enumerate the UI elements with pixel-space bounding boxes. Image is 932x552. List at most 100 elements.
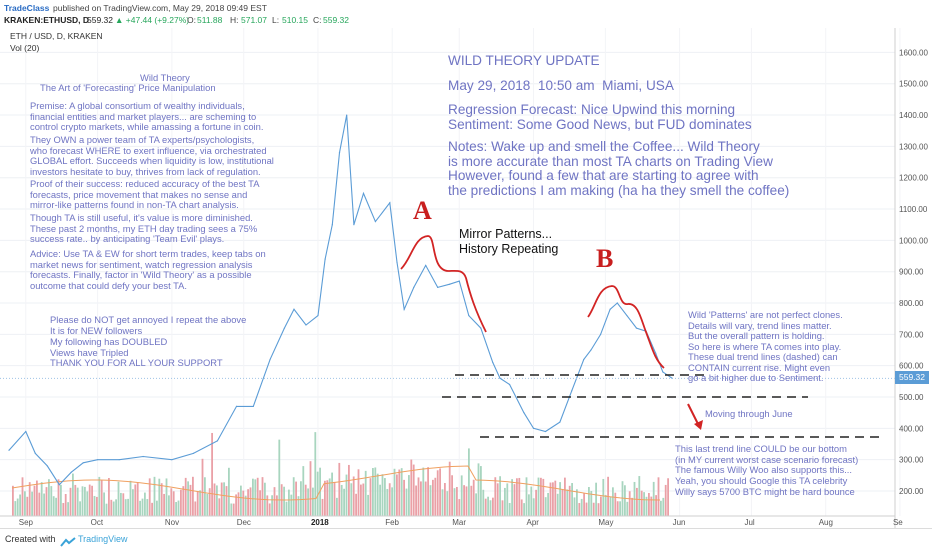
volume-bar — [124, 499, 127, 516]
volume-bar — [465, 486, 468, 516]
last-price: 559.32 — [87, 15, 113, 25]
volume-bar — [208, 488, 211, 516]
volume-bar — [427, 467, 429, 516]
volume-bar — [660, 500, 662, 516]
volume-bar — [79, 501, 81, 516]
volume-bar — [19, 494, 21, 516]
volume-bar — [405, 488, 408, 516]
volume-bar — [240, 485, 242, 516]
volume-bar — [300, 481, 302, 516]
volume-bar — [468, 448, 470, 516]
volume-bar — [544, 497, 547, 516]
volume-bar — [256, 477, 259, 516]
volume-bar — [72, 473, 74, 516]
volume-bar — [163, 493, 165, 516]
volume-bar — [484, 498, 487, 516]
volume-bar — [482, 489, 485, 516]
chart-header: TradeClass published on TradingView.com,… — [0, 0, 932, 28]
volume-bar — [31, 491, 33, 516]
volume-bar — [16, 498, 19, 516]
volume-bar — [564, 477, 566, 516]
current-price-tag: 559.32 — [895, 371, 929, 384]
volume-bar — [348, 464, 350, 516]
volume-bar — [108, 477, 110, 516]
footer-bar: Created with TradingView — [0, 528, 932, 551]
volume-bar — [525, 477, 528, 516]
volume-bar — [439, 468, 441, 516]
volume-bar — [28, 482, 31, 516]
volume-bar — [331, 472, 333, 516]
volume-bar — [535, 489, 537, 516]
volume-bar — [180, 489, 182, 516]
volume-bar — [508, 503, 511, 516]
volume-bar — [424, 481, 427, 516]
volume-bar — [252, 478, 254, 516]
volume-bar — [278, 439, 281, 516]
volume-bar — [201, 458, 204, 516]
volume-bar — [321, 498, 324, 516]
volume-bar — [631, 497, 633, 516]
mirror-patterns-note: Mirror Patterns... History Repeating — [459, 227, 559, 256]
volume-bar — [362, 483, 365, 516]
volume-bar — [189, 484, 192, 516]
volume-bar — [393, 468, 396, 516]
note-moving-june: Moving through June — [705, 408, 793, 419]
y-tick-label: 1100.00 — [899, 205, 928, 214]
volume-bar — [283, 486, 285, 516]
volume-bar — [259, 490, 261, 516]
volume-bar — [288, 489, 290, 516]
volume-bar — [360, 484, 362, 516]
volume-bar — [448, 461, 451, 516]
volume-bar — [151, 502, 153, 516]
x-tick-label: Dec — [237, 518, 251, 527]
volume-bar — [139, 500, 141, 516]
y-tick-label: 1600.00 — [899, 48, 928, 57]
volume-bar — [664, 484, 667, 516]
brand-name[interactable]: TradeClass — [4, 3, 50, 13]
y-tick-label: 400.00 — [899, 424, 924, 433]
volume-bar — [408, 475, 410, 516]
volume-bar — [367, 494, 369, 516]
volume-bar — [580, 498, 583, 516]
volume-bar — [520, 499, 523, 516]
volume-bar — [112, 501, 115, 516]
footer-brand[interactable]: TradingView — [78, 534, 128, 544]
volume-bar — [24, 491, 26, 516]
volume-bar — [21, 477, 24, 516]
volume-bar — [88, 484, 91, 516]
volume-bar — [566, 489, 569, 516]
volume-bar — [374, 467, 377, 516]
volume-bar — [415, 485, 417, 516]
low-label: L: — [272, 15, 280, 25]
volume-bar — [328, 478, 331, 516]
volume-bar — [213, 483, 216, 516]
volume-bar — [290, 494, 293, 516]
volume-bar — [592, 502, 595, 516]
note-power-team: They OWN a power team of TA experts/psyc… — [30, 134, 274, 177]
volume-bar — [595, 482, 597, 516]
volume-bar — [480, 466, 482, 516]
volume-bar — [115, 499, 117, 516]
volume-bar — [228, 467, 230, 516]
volume-bar — [98, 476, 101, 516]
volume-bar — [513, 484, 516, 516]
volume-bar — [141, 498, 144, 516]
volume-bar — [285, 501, 288, 516]
volume-bar — [86, 491, 89, 516]
volume-bar — [136, 482, 139, 516]
volume-bar — [501, 500, 504, 516]
note-diminished: Though TA is still useful, it's value is… — [30, 212, 258, 245]
volume-bar — [314, 432, 317, 516]
volume-bar — [134, 484, 137, 516]
x-tick-label: Feb — [385, 518, 399, 527]
volume-bar — [105, 503, 108, 516]
x-tick-label: Sep — [19, 518, 34, 527]
price-line — [8, 114, 673, 486]
volume-bar — [91, 485, 93, 516]
volume-bar — [432, 479, 434, 516]
volume-bar — [254, 479, 257, 516]
volume-bar — [489, 500, 492, 516]
price-chart[interactable]: 1600.00 1500.00 1400.00 1300.00 1200.00 1100.… — [0, 0, 932, 528]
x-axis: Sep Oct Nov Dec 2018 Feb Mar Apr May Jun Jul Aug Se — [0, 515, 903, 527]
volume-bar — [477, 463, 480, 516]
